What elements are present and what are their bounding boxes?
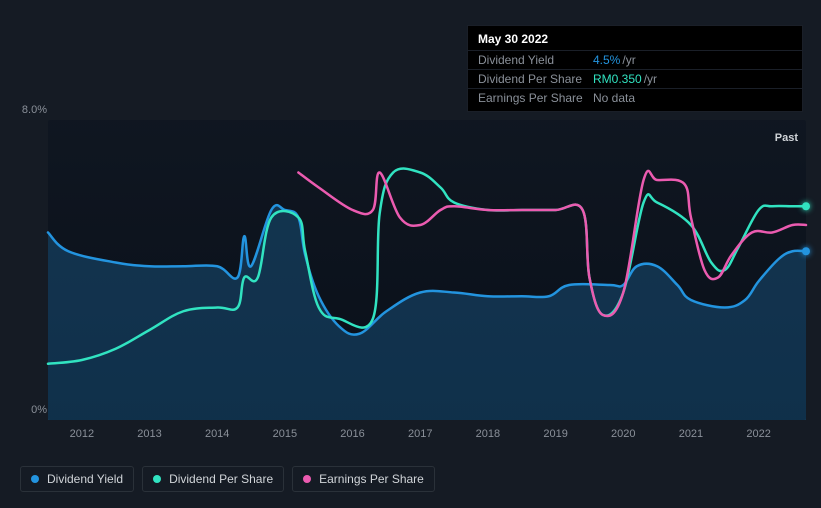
tooltip-value: No data — [593, 91, 635, 105]
x-tick: 2012 — [70, 428, 94, 440]
legend-label: Dividend Yield — [47, 472, 123, 486]
tooltip-label: Dividend Yield — [478, 53, 593, 67]
x-tick: 2020 — [611, 428, 635, 440]
legend-dot — [153, 475, 161, 483]
x-tick: 2017 — [408, 428, 432, 440]
x-tick: 2019 — [543, 428, 567, 440]
dividend_per_share-end-dot — [802, 202, 810, 210]
tooltip-row: Earnings Per ShareNo data — [468, 88, 802, 107]
dividend-chart: 8.0% 0% Past 201220132014201520162017201… — [20, 110, 810, 445]
legend-item[interactable]: Earnings Per Share — [292, 466, 435, 492]
dividend_yield-end-dot — [802, 247, 810, 255]
y-axis-min: 0% — [31, 404, 47, 416]
legend: Dividend Yield Dividend Per Share Earnings… — [20, 466, 435, 492]
tooltip-unit: /yr — [644, 72, 657, 86]
legend-dot — [303, 475, 311, 483]
x-axis: 2012 2013 2014 2015 2016 2017 2018 2019 2020 2021… — [48, 428, 806, 448]
tooltip-value: 4.5% — [593, 53, 620, 67]
tooltip-date: May 30 2022 — [468, 30, 802, 50]
x-tick: 2022 — [746, 428, 770, 440]
tooltip-label: Dividend Per Share — [478, 72, 593, 86]
tooltip-value: RM0.350 — [593, 72, 642, 86]
x-tick: 2013 — [137, 428, 161, 440]
x-tick: 2018 — [476, 428, 500, 440]
tooltip-label: Earnings Per Share — [478, 91, 593, 105]
tooltip-row: Dividend Per ShareRM0.350 /yr — [468, 69, 802, 88]
legend-label: Dividend Per Share — [169, 472, 273, 486]
legend-item[interactable]: Dividend Yield — [20, 466, 134, 492]
tooltip: May 30 2022 Dividend Yield4.5% /yrDivide… — [467, 25, 803, 112]
dividend_yield-fill — [48, 205, 806, 420]
tooltip-row: Dividend Yield4.5% /yr — [468, 50, 802, 69]
x-tick: 2014 — [205, 428, 229, 440]
plot-area[interactable]: Past — [48, 120, 806, 420]
legend-item[interactable]: Dividend Per Share — [142, 466, 284, 492]
y-axis-max: 8.0% — [22, 104, 47, 116]
x-tick: 2021 — [679, 428, 703, 440]
legend-dot — [31, 475, 39, 483]
x-tick: 2016 — [340, 428, 364, 440]
x-tick: 2015 — [273, 428, 297, 440]
legend-label: Earnings Per Share — [319, 472, 424, 486]
tooltip-unit: /yr — [622, 53, 635, 67]
chart-lines — [48, 120, 806, 420]
